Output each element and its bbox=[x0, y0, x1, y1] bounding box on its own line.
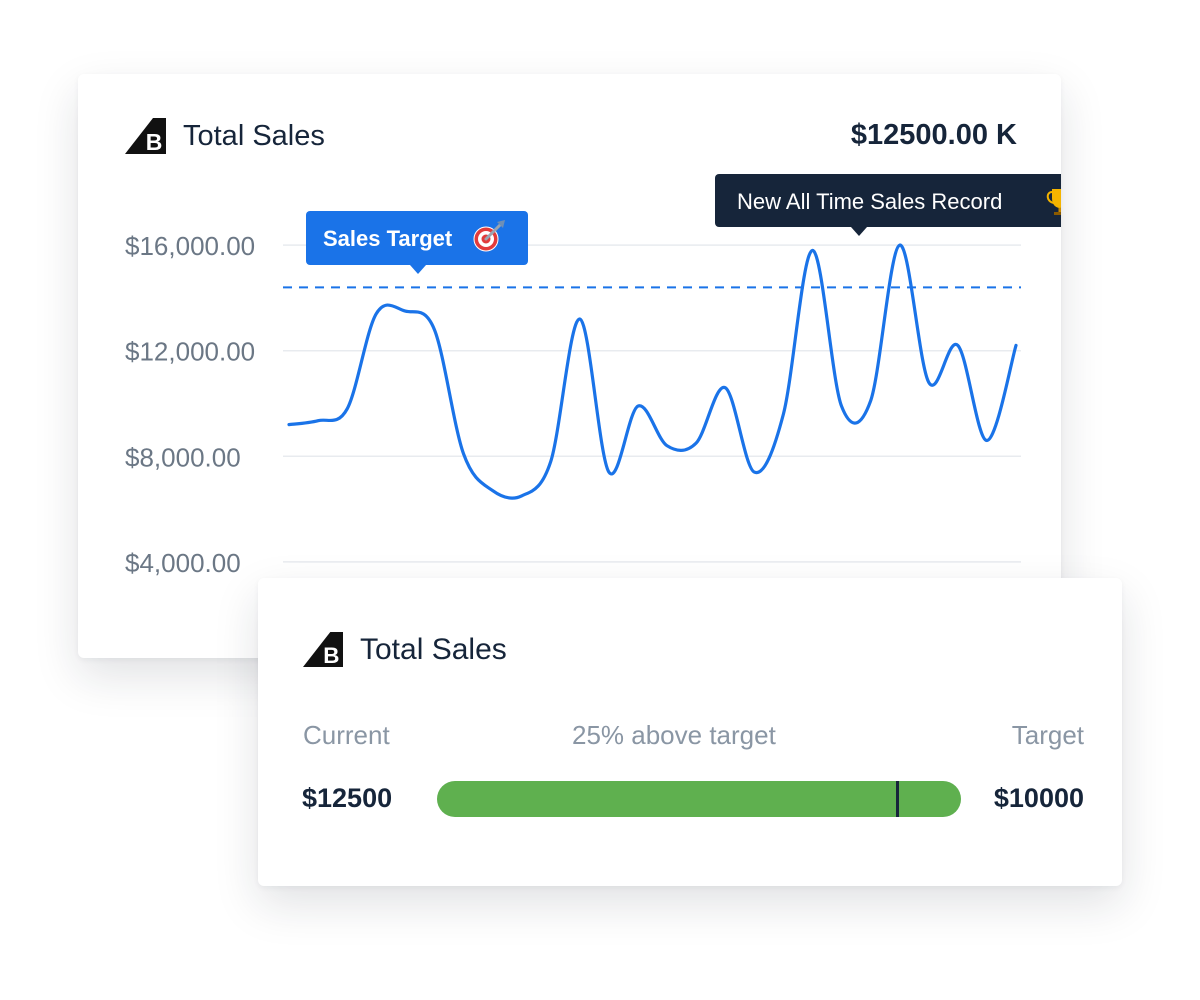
target-marker bbox=[896, 781, 900, 817]
data-point bbox=[287, 423, 291, 427]
data-point bbox=[898, 243, 902, 247]
data-point bbox=[316, 419, 320, 423]
progress-bar-fill bbox=[437, 781, 961, 817]
current-label: Current bbox=[303, 720, 390, 750]
data-point bbox=[549, 460, 553, 464]
y-tick-label: $16,000.00 bbox=[125, 231, 255, 261]
total-sales-progress-card: B Total Sales Current 25% above target T… bbox=[258, 578, 1122, 886]
progress-card-title: Total Sales bbox=[360, 632, 507, 666]
data-point bbox=[869, 399, 873, 403]
tooltip-background bbox=[715, 174, 1061, 227]
data-point bbox=[432, 328, 436, 332]
data-point bbox=[665, 444, 669, 448]
bigcommerce-logo-icon: B bbox=[303, 631, 343, 668]
data-point bbox=[840, 404, 844, 408]
tooltip-background bbox=[306, 211, 528, 265]
sales-target-label: Sales Target bbox=[323, 226, 453, 251]
svg-text:B: B bbox=[146, 129, 163, 154]
target-label: Target bbox=[1011, 720, 1084, 750]
y-tick-label: $4,000.00 bbox=[125, 548, 241, 578]
target-value: $10000 bbox=[993, 783, 1084, 813]
dart-target-icon bbox=[473, 220, 505, 252]
data-point bbox=[345, 407, 349, 411]
dart-shaft bbox=[484, 223, 502, 241]
data-point bbox=[403, 309, 407, 313]
data-point bbox=[810, 248, 814, 252]
y-tick-label: $8,000.00 bbox=[125, 442, 241, 472]
record-label: New All Time Sales Record bbox=[737, 189, 1002, 214]
trophy-stem bbox=[1058, 208, 1061, 212]
total-sales-chart-card: B Total Sales $12500.00 K $16,000.00 $12,… bbox=[78, 74, 1061, 658]
y-tick-label: $12,000.00 bbox=[125, 337, 255, 367]
dart-fletching bbox=[497, 220, 505, 228]
trophy-cup bbox=[1052, 189, 1061, 208]
bigcommerce-logo-icon: B bbox=[125, 118, 166, 154]
sales-series-line bbox=[287, 243, 1018, 500]
total-sales-value: $12500.00 K bbox=[850, 119, 1017, 151]
chart-card-title: Total Sales bbox=[183, 119, 325, 152]
chart-card-header: B Total Sales bbox=[125, 118, 325, 154]
data-point bbox=[752, 470, 756, 474]
tooltip-pointer bbox=[410, 265, 426, 274]
tooltip-pointer bbox=[851, 227, 867, 236]
data-point bbox=[520, 494, 524, 498]
sales-line-chart: $16,000.00 $12,000.00 $8,000.00 $4,000.00 Sa… bbox=[125, 174, 1061, 578]
trophy-handle-left bbox=[1046, 191, 1055, 204]
progress-card-header: B Total Sales bbox=[303, 630, 507, 669]
trophy-icon bbox=[1046, 189, 1061, 215]
svg-text:B: B bbox=[323, 643, 339, 668]
sales-target-tooltip: Sales Target bbox=[306, 211, 528, 274]
data-point bbox=[781, 412, 785, 416]
data-point bbox=[491, 489, 495, 493]
trophy-base bbox=[1054, 212, 1061, 215]
status-label: 25% above target bbox=[572, 720, 776, 750]
data-point bbox=[956, 343, 960, 347]
data-point bbox=[694, 441, 698, 445]
data-point bbox=[985, 438, 989, 442]
data-point bbox=[578, 317, 582, 321]
data-point bbox=[927, 380, 931, 384]
data-point bbox=[607, 470, 611, 474]
current-value: $12500 bbox=[302, 783, 393, 813]
data-point bbox=[374, 312, 378, 316]
data-point bbox=[461, 452, 465, 456]
data-point bbox=[636, 404, 640, 408]
data-point bbox=[1014, 343, 1018, 347]
progress-bar bbox=[437, 781, 961, 817]
data-point bbox=[723, 386, 727, 390]
record-tooltip: New All Time Sales Record bbox=[715, 174, 1061, 236]
